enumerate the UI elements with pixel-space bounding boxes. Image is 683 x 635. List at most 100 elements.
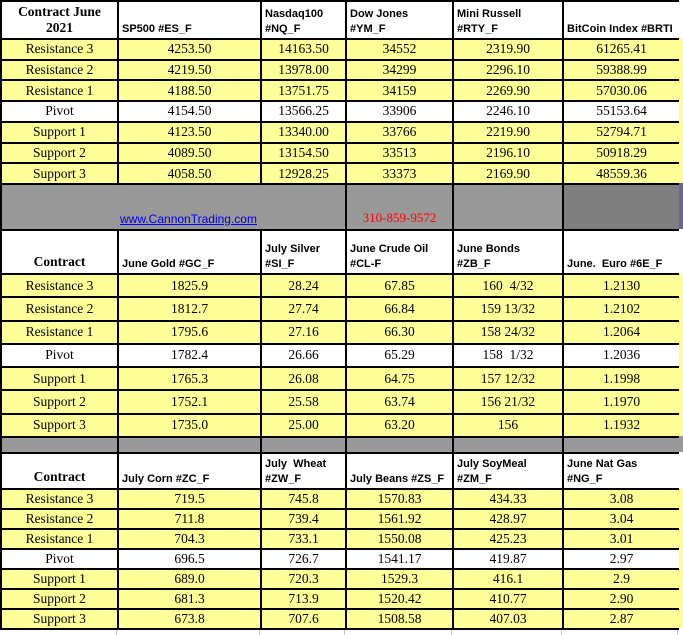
table-row: Support 3 4058.50 12928.25 33373 2169.90 4855… [0,162,681,185]
value-cell: 2196.10 [452,141,564,165]
value-cell: 2.87 [562,608,681,630]
value-cell: 1561.92 [345,508,454,530]
value-cell: 33373 [345,162,454,185]
col-header-soymeal: July SoyMeal #ZM_F [452,452,564,490]
value-cell: 34552 [345,38,454,61]
row-label: Resistance 3 [0,488,119,510]
value-cell: 13154.50 [260,141,347,165]
value-cell: 2.90 [562,588,681,610]
value-cell: 13751.75 [260,79,347,103]
table-row: Support 2 681.3 713.9 1520.42 410.77 2.90 [0,588,681,610]
value-cell: 33906 [345,100,454,123]
row-label: Support 1 [0,120,119,144]
value-cell: 2169.90 [452,162,564,185]
row-label: Support 1 [0,366,119,392]
value-cell: 59388.99 [562,58,681,82]
table-row: Resistance 3 1825.9 28.24 67.85 160 4/32 1.21… [0,272,681,299]
header-row: Contract June 2021 SP500 #ES_F Nasdaq100… [0,0,681,40]
col-header-crude-oil: June Crude Oil #CL-F [345,229,454,275]
value-cell: 4154.50 [117,100,262,123]
phone-number: 310-859-9572 [345,183,454,231]
value-cell: 55153.64 [562,100,681,123]
value-cell: 1.1998 [562,366,681,392]
value-cell: 1529.3 [345,568,454,590]
value-cell: 2.9 [562,568,681,590]
table-row: Resistance 2 4219.50 13978.00 34299 2296.10 5… [0,58,681,82]
table-row: Resistance 2 1812.7 27.74 66.84 159 13/32 1.2… [0,296,681,322]
value-cell: 1.1970 [562,389,681,415]
value-cell: 25.00 [260,412,347,439]
col-header-beans: July Beans #ZS_F [345,452,454,490]
value-cell: 745.8 [260,488,347,510]
value-cell: 1825.9 [117,272,262,299]
value-cell: 419.87 [452,548,564,570]
value-cell: 2296.10 [452,58,564,82]
value-cell: 13566.25 [260,100,347,123]
value-cell: 34159 [345,79,454,103]
table-row: Support 1 1765.3 26.08 64.75 157 12/32 1.1998 [0,366,681,392]
value-cell: 1550.08 [345,528,454,550]
value-cell: 4089.50 [117,141,262,165]
row-label: Resistance 1 [0,528,119,550]
row-label: Resistance 2 [0,296,119,322]
col-header-silver: July Silver #SI_F [260,229,347,275]
value-cell: 1541.17 [345,548,454,570]
value-cell: 2269.90 [452,79,564,103]
value-cell: 4123.50 [117,120,262,144]
banner-website-cell: www.CannonTrading.com [0,183,347,231]
value-cell: 2319.90 [452,38,564,61]
row-label: Pivot [0,342,119,369]
value-cell: 713.9 [260,588,347,610]
col-header-mini-russell: Mini Russell #RTY_F [452,0,564,40]
value-cell: 26.66 [260,342,347,369]
value-cell: 3.08 [562,488,681,510]
value-cell: 52794.71 [562,120,681,144]
value-cell: 158 24/32 [452,319,564,345]
value-cell: 1735.0 [117,412,262,439]
futures-table-indices: Contract June 2021 SP500 #ES_F Nasdaq100… [0,0,681,185]
value-cell: 63.20 [345,412,454,439]
website-link[interactable]: www.CannonTrading.com [120,212,257,226]
value-cell: 61265.41 [562,38,681,61]
value-cell: 1570.83 [345,488,454,510]
col-header-natgas: June Nat Gas #NG_F [562,452,681,490]
banner-row: www.CannonTrading.com 310-859-9572 [0,183,681,231]
row-label: Support 2 [0,588,119,610]
value-cell: 4188.50 [117,79,262,103]
table-row: Support 3 673.8 707.6 1508.58 407.03 2.87 [0,608,681,630]
value-cell: 1.2130 [562,272,681,299]
value-cell: 50918.29 [562,141,681,165]
value-cell: 33766 [345,120,454,144]
value-cell: 2219.90 [452,120,564,144]
value-cell: 726.7 [260,548,347,570]
value-cell: 733.1 [260,528,347,550]
value-cell: 26.08 [260,366,347,392]
value-cell: 739.4 [260,508,347,530]
col-header-euro: June. Euro #6E_F [562,229,681,275]
value-cell: 1.2102 [562,296,681,322]
row-label: Resistance 2 [0,58,119,82]
value-cell: 157 12/32 [452,366,564,392]
value-cell: 719.5 [117,488,262,510]
row-label: Pivot [0,100,119,123]
header-row: Contract June Gold #GC_F July Silver #SI… [0,229,681,275]
row-label: Resistance 2 [0,508,119,530]
value-cell: 33513 [345,141,454,165]
value-cell: 416.1 [452,568,564,590]
col-header-corn: July Corn #ZC_F [117,452,262,490]
corner-header: Contract [0,229,119,275]
value-cell: 3.04 [562,508,681,530]
row-label: Resistance 1 [0,319,119,345]
value-cell: 4253.50 [117,38,262,61]
value-cell: 1812.7 [117,296,262,322]
value-cell: 13340.00 [260,120,347,144]
value-cell: 1.2064 [562,319,681,345]
header-row: Contract July Corn #ZC_F July Wheat #ZW_… [0,452,681,490]
value-cell: 64.75 [345,366,454,392]
table-row-pivot: Pivot 4154.50 13566.25 33906 2246.10 55153.64 [0,100,681,123]
value-cell: 66.84 [345,296,454,322]
value-cell: 428.97 [452,508,564,530]
col-header-bonds: June Bonds #ZB_F [452,229,564,275]
value-cell: 160 4/32 [452,272,564,299]
